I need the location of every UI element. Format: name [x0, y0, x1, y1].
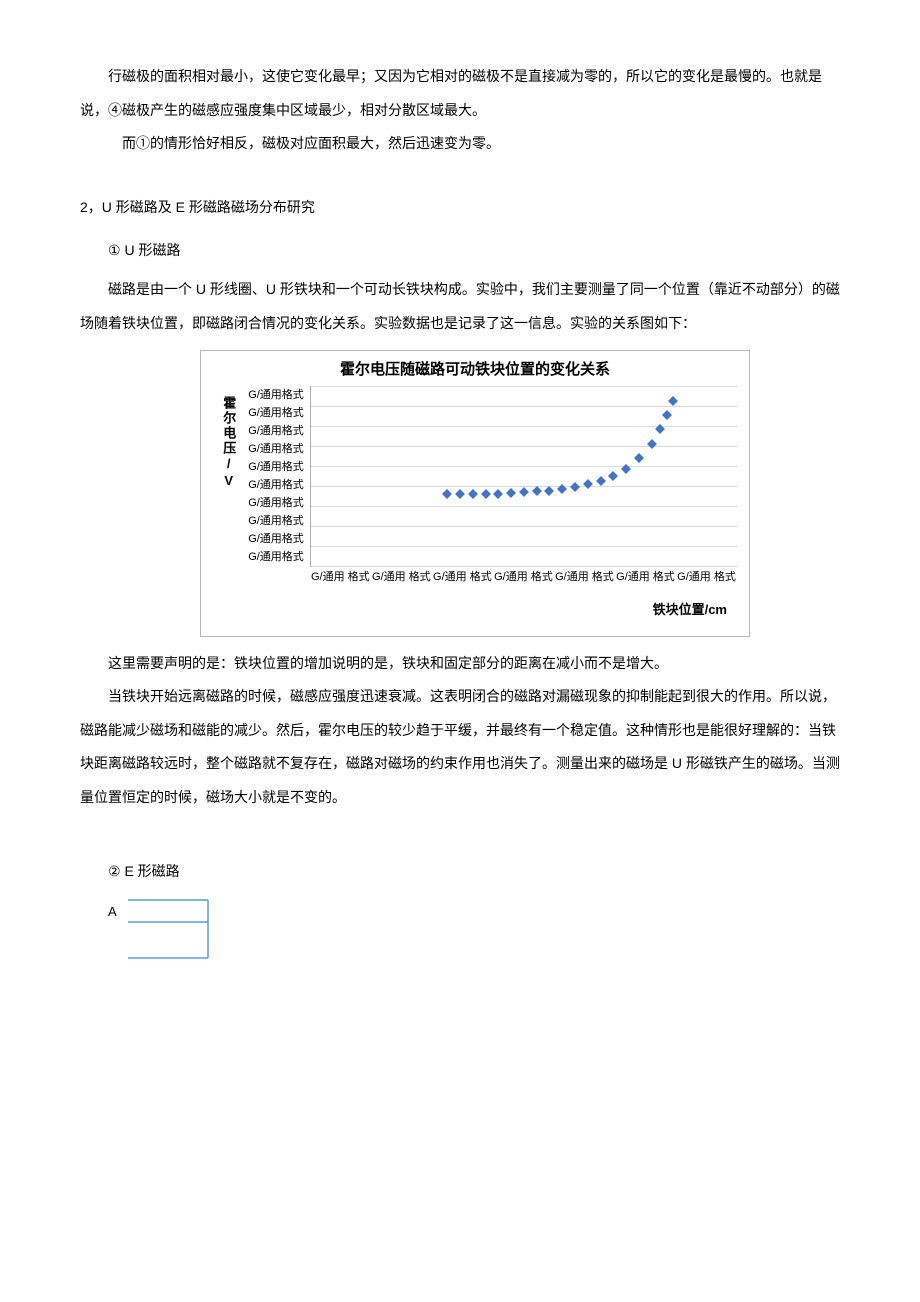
chart-y-tick: G/通用格式 [248, 458, 304, 476]
subsection-u-heading: ① U 形磁路 [108, 234, 840, 268]
chart-y-tick: G/通用格式 [248, 494, 304, 512]
chart-data-point [662, 410, 672, 420]
chart-data-point [608, 471, 618, 481]
paragraph-u-desc: 磁路是由一个 U 形线圈、U 形铁块和一个可动长铁块构成。实验中，我们主要测量了… [80, 273, 840, 340]
hall-voltage-chart: 霍尔电压随磁路可动铁块位置的变化关系 霍尔电压/V G/通用格式G/通用格式G/… [200, 350, 750, 636]
chart-data-point [647, 439, 657, 449]
chart-y-tick: G/通用格式 [248, 548, 304, 566]
chart-data-point [532, 487, 542, 497]
chart-y-tick: G/通用格式 [248, 440, 304, 458]
chart-title: 霍尔电压随磁路可动铁块位置的变化关系 [213, 359, 737, 380]
chart-y-tick: G/通用格式 [248, 404, 304, 422]
chart-data-point [634, 453, 644, 463]
chart-y-tick: G/通用格式 [248, 476, 304, 494]
chart-x-tick: G/通用 格式 [432, 571, 493, 584]
chart-data-point [455, 489, 465, 499]
section-2-heading: 2，U 形磁路及 E 形磁路磁场分布研究 [80, 191, 840, 225]
chart-data-point [570, 482, 580, 492]
chart-y-ticks: G/通用格式G/通用格式G/通用格式G/通用格式G/通用格式G/通用格式G/通用… [248, 386, 304, 566]
paragraph-after-chart-2: 当铁块开始远离磁路的时候，磁感应强度迅速衰减。这表明闭合的磁路对漏磁现象的抑制能… [80, 680, 840, 814]
chart-data-point [668, 396, 678, 406]
paragraph-after-chart-1: 这里需要声明的是：铁块位置的增加说明的是，铁块和固定部分的距离在减小而不是增大。 [80, 647, 840, 681]
chart-x-tick: G/通用 格式 [371, 571, 432, 584]
chart-data-point [481, 489, 491, 499]
chart-y-tick: G/通用格式 [248, 422, 304, 440]
chart-y-tick: G/通用格式 [248, 386, 304, 404]
chart-y-axis-label: 霍尔电压/V [213, 396, 244, 490]
chart-data-point [583, 479, 593, 489]
chart-x-ticks: G/通用 格式G/通用 格式G/通用 格式G/通用 格式G/通用 格式G/通用 … [310, 571, 737, 584]
paragraph-intro-1: 行磁极的面积相对最小，这使它变化最早；又因为它相对的磁极不是直接减为零的，所以它… [80, 60, 840, 127]
chart-data-point [442, 489, 452, 499]
chart-data-point [493, 489, 503, 499]
paragraph-intro-2: 而①的情形恰好相反，磁极对应面积最大，然后迅速变为零。 [80, 127, 840, 161]
chart-x-tick: G/通用 格式 [493, 571, 554, 584]
chart-y-tick: G/通用格式 [248, 530, 304, 548]
chart-x-tick: G/通用 格式 [676, 571, 737, 584]
chart-x-tick: G/通用 格式 [554, 571, 615, 584]
diagram-label-A: A [108, 896, 117, 927]
chart-data-point [468, 489, 478, 499]
chart-y-tick: G/通用格式 [248, 512, 304, 530]
chart-x-tick: G/通用 格式 [310, 571, 371, 584]
chart-data-point [506, 488, 516, 498]
subsection-e-heading: ② E 形磁路 [108, 855, 840, 889]
chart-data-point [519, 487, 529, 497]
chart-data-point [596, 476, 606, 486]
chart-plot-area [310, 386, 737, 567]
chart-x-tick: G/通用 格式 [615, 571, 676, 584]
chart-x-axis-label: 铁块位置/cm [310, 594, 737, 625]
e-shape-diagram: A [108, 894, 840, 964]
